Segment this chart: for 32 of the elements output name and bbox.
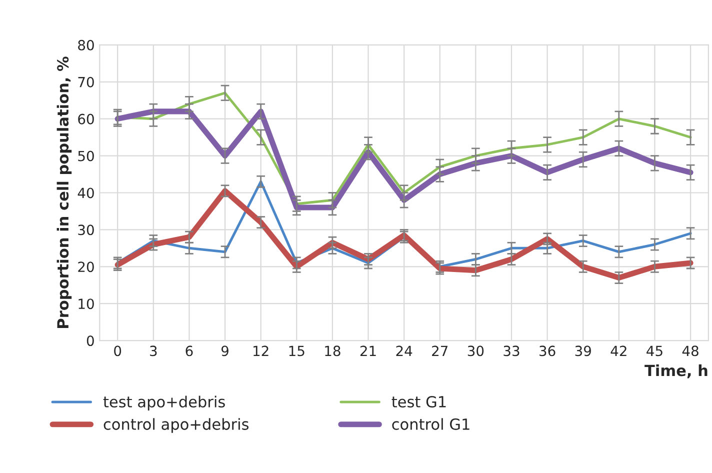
x-tick-label: 48 [682,346,698,356]
x-tick-label: 45 [646,346,662,356]
legend-label: test apo+debris [103,396,225,410]
x-tick-label: 15 [289,346,304,356]
x-tick-label: 39 [575,346,591,356]
y-tick-label: 70 [78,76,94,88]
legend-label: test G1 [392,396,446,408]
x-tick-label: 30 [468,346,484,356]
x-tick-label: 42 [610,346,626,356]
y-tick-label: 0 [86,336,94,346]
legend-label: control G1 [392,418,470,430]
x-tick-label: 12 [254,346,268,356]
x-tick-label: 0 [114,346,122,356]
x-tick-label: 21 [360,346,376,356]
x-tick-label: 27 [432,346,448,356]
x-tick-label: 33 [504,346,520,356]
y-tick-label: 20 [78,262,94,272]
y-tick-label: 10 [78,298,94,310]
x-tick-label: 24 [396,346,412,356]
y-tick-label: 40 [78,188,94,198]
x-tick-label: 9 [221,346,228,356]
x-axis-title: Time, h [644,364,708,378]
y-tick-label: 60 [78,114,94,124]
y-tick-label: 30 [78,224,94,236]
y-axis-title: Proportion in cell population, % [56,56,72,328]
x-tick-label: 6 [186,346,193,356]
y-tick-label: 50 [78,150,94,162]
x-tick-label: 36 [540,346,556,356]
y-tick-label: 80 [78,40,94,50]
x-tick-label: 18 [325,346,340,356]
legend-label: control apo+debris [104,418,249,433]
x-tick-label: 3 [150,346,157,356]
